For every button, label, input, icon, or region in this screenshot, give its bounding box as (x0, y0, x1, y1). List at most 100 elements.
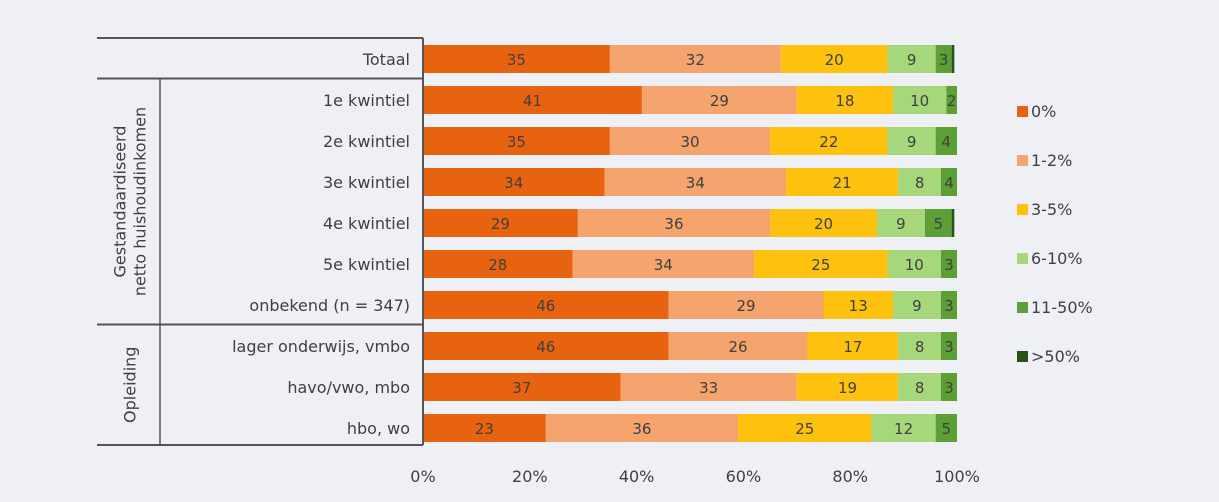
data-label: 3 (944, 379, 954, 397)
category-label: 3e kwintiel (323, 173, 410, 192)
x-tick-label: 0% (410, 467, 435, 486)
category-label: onbekend (n = 347) (249, 296, 410, 315)
bar-segment (786, 168, 899, 196)
category-label: hbo, wo (347, 419, 410, 438)
bar-segment (924, 209, 952, 237)
data-label: 35 (507, 133, 526, 151)
bar-segment (898, 332, 941, 360)
data-label: 34 (504, 174, 523, 192)
data-label: 25 (795, 420, 814, 438)
x-tick-label: 40% (619, 467, 655, 486)
bar-segment (668, 332, 808, 360)
data-label: 34 (686, 174, 705, 192)
group-label: Opleiding (121, 347, 140, 423)
data-label: 36 (664, 215, 683, 233)
bar-segment (423, 373, 621, 401)
bar-segment (935, 45, 952, 73)
bar-segment (871, 414, 936, 442)
legend-swatch (1017, 253, 1028, 264)
data-label: 33 (699, 379, 718, 397)
category-label: 2e kwintiel (323, 132, 410, 151)
bar-segment (780, 45, 888, 73)
data-label: 2 (947, 92, 957, 110)
data-label: 20 (814, 215, 833, 233)
data-label: 3 (939, 51, 949, 69)
data-label: 8 (915, 338, 925, 356)
bar-segment (668, 291, 824, 319)
data-label: 41 (523, 92, 542, 110)
data-label: 13 (849, 297, 868, 315)
bar-segment (770, 127, 888, 155)
data-label: 23 (475, 420, 494, 438)
x-tick-label: 100% (934, 467, 980, 486)
bar-segment (892, 291, 941, 319)
x-tick-label: 60% (726, 467, 762, 486)
data-label: 30 (680, 133, 699, 151)
bar-segment (940, 291, 957, 319)
data-label: 28 (488, 256, 507, 274)
bar-segment (898, 168, 941, 196)
bar-segment (609, 45, 781, 73)
legend-label: >50% (1031, 347, 1080, 366)
bar-segment (898, 373, 941, 401)
bar-segment (754, 250, 888, 278)
category-label: 4e kwintiel (323, 214, 410, 233)
bar-segment (807, 332, 899, 360)
data-label: 46 (536, 297, 555, 315)
bar-segment (940, 332, 957, 360)
bar-segment (423, 291, 669, 319)
data-label: 26 (729, 338, 748, 356)
legend-swatch (1017, 155, 1028, 166)
data-label: 29 (491, 215, 510, 233)
bar-segment (940, 168, 957, 196)
bar-segment (823, 291, 893, 319)
data-label: 29 (737, 297, 756, 315)
bar-segment (609, 127, 771, 155)
legend-label: 6-10% (1031, 249, 1083, 268)
data-label: 3 (944, 338, 954, 356)
bar-segment (572, 250, 755, 278)
bar-segment (951, 45, 955, 73)
data-label: 9 (896, 215, 906, 233)
bar-segment (423, 209, 578, 237)
bar-segment (935, 414, 957, 442)
data-label: 9 (907, 51, 917, 69)
bar-segment (423, 45, 610, 73)
data-label: 22 (819, 133, 838, 151)
bar-segment (887, 127, 936, 155)
data-label: 21 (833, 174, 852, 192)
bar-segment (770, 209, 877, 237)
bar-segment (940, 373, 957, 401)
data-label: 32 (686, 51, 705, 69)
data-label: 20 (825, 51, 844, 69)
category-label: havo/vwo, mbo (287, 378, 410, 397)
data-label: 9 (912, 297, 922, 315)
legend-label: 1-2% (1031, 151, 1072, 170)
category-label: 5e kwintiel (323, 255, 410, 274)
data-label: 8 (915, 174, 925, 192)
category-label: 1e kwintiel (323, 91, 410, 110)
bar-segment (738, 414, 872, 442)
data-label: 37 (512, 379, 531, 397)
bar-segment (940, 250, 957, 278)
bar-segment (641, 86, 797, 114)
data-label: 34 (654, 256, 673, 274)
category-label: Totaal (362, 50, 410, 69)
data-label: 36 (632, 420, 651, 438)
data-label: 17 (843, 338, 862, 356)
data-label: 5 (934, 215, 944, 233)
bar-segment (796, 373, 899, 401)
x-tick-label: 20% (512, 467, 548, 486)
data-label: 9 (907, 133, 917, 151)
bar-segment (423, 250, 573, 278)
data-label: 12 (894, 420, 913, 438)
data-label: 46 (536, 338, 555, 356)
legend-swatch (1017, 302, 1028, 313)
bar-segment (946, 86, 957, 114)
legend-swatch (1017, 351, 1028, 362)
data-label: 4 (944, 174, 954, 192)
bar-segment (423, 127, 610, 155)
data-label: 8 (915, 379, 925, 397)
